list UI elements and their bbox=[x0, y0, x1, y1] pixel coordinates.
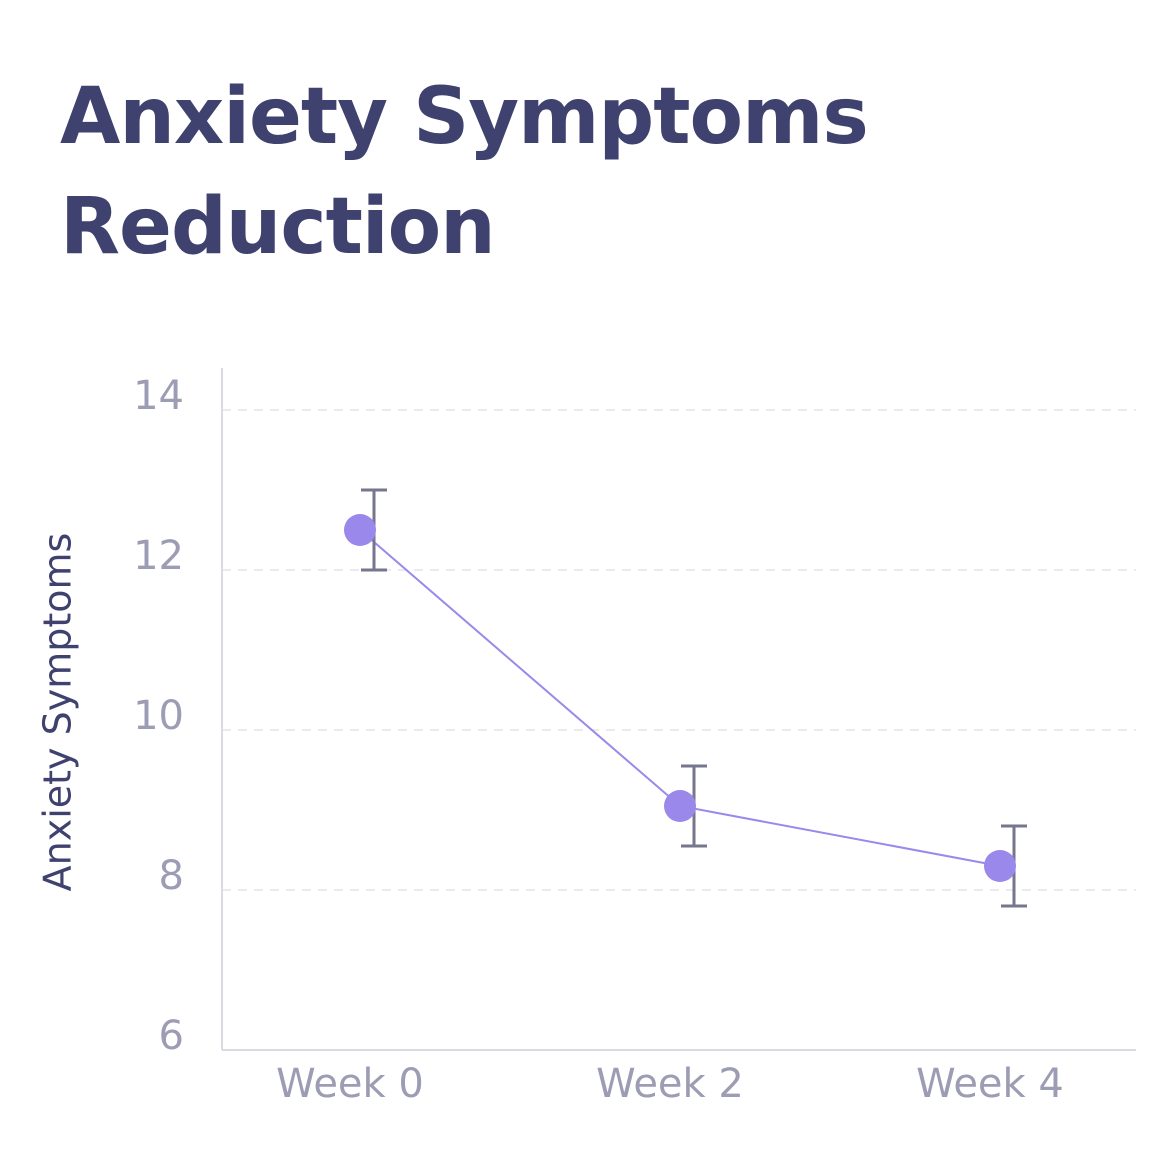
y-tick-label-10: 10 bbox=[133, 693, 184, 739]
data-point-1 bbox=[344, 514, 376, 546]
y-tick-labels: 6 8 10 12 14 bbox=[133, 373, 184, 1059]
x-tick-label-2: Week 2 bbox=[596, 1061, 744, 1107]
y-tick-label-14: 14 bbox=[133, 373, 184, 419]
y-tick-label-6: 6 bbox=[159, 1013, 184, 1059]
data-point-2 bbox=[664, 790, 696, 822]
y-tick-label-12: 12 bbox=[133, 533, 184, 579]
y-tick-label-8: 8 bbox=[159, 853, 184, 899]
x-tick-label-3: Week 4 bbox=[916, 1061, 1064, 1107]
chart-title: Anxiety Symptoms Reduction bbox=[60, 72, 869, 272]
x-tick-label-1: Week 0 bbox=[276, 1061, 424, 1107]
x-tick-labels: Week 0 Week 2 Week 4 bbox=[276, 1061, 1064, 1107]
series-layer bbox=[344, 488, 1027, 908]
y-axis-title: Anxiety Symptoms bbox=[36, 533, 80, 892]
data-point-3 bbox=[984, 850, 1016, 882]
